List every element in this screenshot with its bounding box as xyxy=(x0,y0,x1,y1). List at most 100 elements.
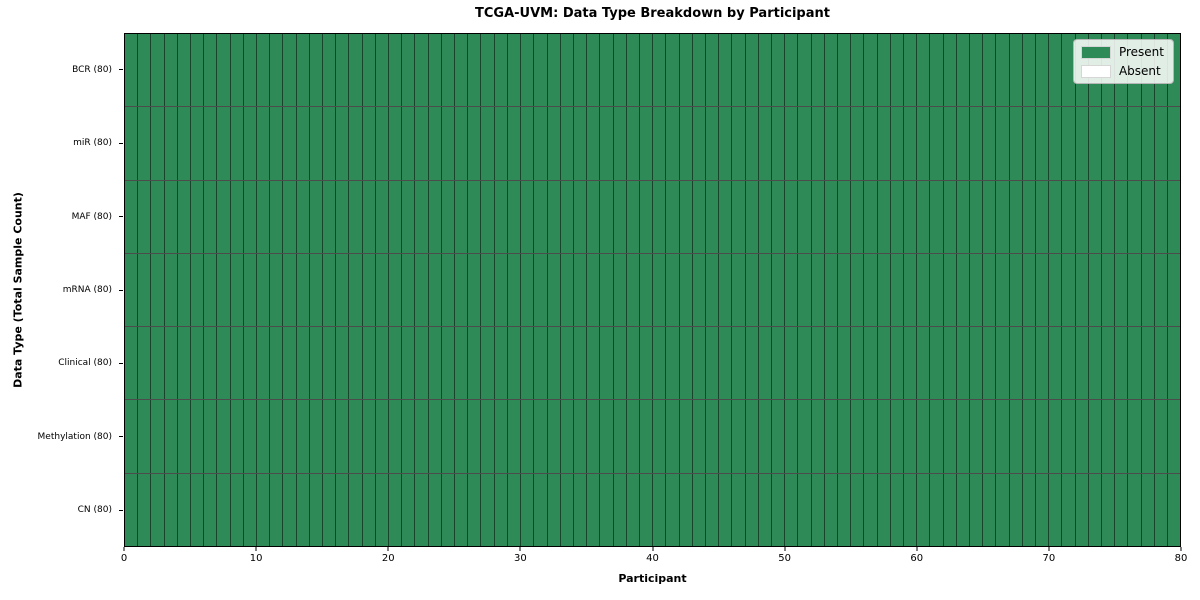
heatmap-cell xyxy=(771,400,786,473)
heatmap-cell xyxy=(877,107,891,180)
heatmap-cell xyxy=(639,400,654,473)
heatmap-cell xyxy=(600,253,614,327)
heatmap-cell xyxy=(903,473,918,546)
heatmap-cell xyxy=(996,180,1010,253)
heatmap-cell xyxy=(587,34,601,107)
heatmap-cell xyxy=(771,180,786,253)
heatmap-cell xyxy=(191,400,205,473)
heatmap-cell xyxy=(138,180,152,253)
heatmap-cell xyxy=(692,473,706,546)
heatmap-cell xyxy=(692,253,706,327)
heatmap-cell xyxy=(1049,473,1063,546)
heatmap-cell xyxy=(1102,253,1116,327)
heatmap-cell xyxy=(349,180,363,253)
heatmap-row-miR xyxy=(125,107,1181,181)
heatmap-cell xyxy=(1168,400,1181,473)
heatmap-cell xyxy=(613,180,627,253)
heatmap-cell xyxy=(243,180,258,253)
heatmap-cell xyxy=(837,34,852,107)
heatmap-cell xyxy=(639,327,654,400)
heatmap-cell xyxy=(204,180,218,253)
heatmap-cell xyxy=(1154,400,1169,473)
heatmap-cell xyxy=(1154,327,1169,400)
heatmap-cell xyxy=(494,400,508,473)
heatmap-cell xyxy=(653,327,667,400)
heatmap-cell xyxy=(521,107,535,180)
heatmap-cell xyxy=(560,473,574,546)
heatmap-cell xyxy=(455,400,469,473)
heatmap-cell xyxy=(125,253,139,327)
heatmap-cell xyxy=(309,107,324,180)
heatmap-cell xyxy=(257,327,271,400)
y-tick-label: mRNA (80) xyxy=(62,285,112,295)
heatmap-cell xyxy=(877,34,891,107)
y-tick-label: miR (80) xyxy=(73,138,112,149)
heatmap-cell xyxy=(877,180,891,253)
heatmap-cell xyxy=(1009,253,1023,327)
heatmap-cell xyxy=(758,327,772,400)
heatmap-cell xyxy=(1128,107,1142,180)
heatmap-cell xyxy=(785,34,799,107)
heatmap-cell xyxy=(323,400,337,473)
heatmap-cell xyxy=(917,327,931,400)
heatmap-cell xyxy=(494,107,508,180)
heatmap-cell xyxy=(679,107,693,180)
heatmap-cell xyxy=(296,180,310,253)
heatmap-cell xyxy=(1036,34,1050,107)
heatmap-cell xyxy=(626,253,640,327)
heatmap-cell xyxy=(138,107,152,180)
heatmap-cell xyxy=(679,253,693,327)
heatmap-cell xyxy=(798,34,812,107)
heatmap-cell xyxy=(283,400,297,473)
heatmap-cell xyxy=(560,400,574,473)
heatmap-cell xyxy=(441,253,456,327)
heatmap-cell xyxy=(837,400,852,473)
heatmap-cell xyxy=(375,180,390,253)
heatmap-cell xyxy=(573,327,588,400)
heatmap-cell xyxy=(243,400,258,473)
heatmap-cell xyxy=(626,473,640,546)
heatmap-cell xyxy=(177,180,192,253)
heatmap-cell xyxy=(1168,253,1181,327)
heatmap-cell xyxy=(230,327,244,400)
heatmap-cell xyxy=(613,473,627,546)
x-tick-label: 70 xyxy=(1042,553,1056,564)
heatmap-cell xyxy=(1154,253,1169,327)
heatmap-cell xyxy=(1141,253,1155,327)
heatmap-cell xyxy=(851,400,865,473)
heatmap-cell xyxy=(125,34,139,107)
heatmap-cell xyxy=(930,473,944,546)
heatmap-cell xyxy=(996,400,1010,473)
heatmap-cell xyxy=(771,253,786,327)
heatmap-cell xyxy=(864,107,878,180)
heatmap-cell xyxy=(666,107,680,180)
heatmap-cell xyxy=(402,400,416,473)
x-tick-mark xyxy=(387,547,389,551)
heatmap-cell xyxy=(1141,400,1155,473)
heatmap-cell xyxy=(956,34,970,107)
heatmap-cell xyxy=(191,107,205,180)
heatmap-cell xyxy=(481,180,495,253)
heatmap-cell xyxy=(177,107,192,180)
heatmap-cell xyxy=(1062,473,1076,546)
heatmap-cell xyxy=(455,180,469,253)
heatmap-cell xyxy=(138,34,152,107)
heatmap-cell xyxy=(507,473,522,546)
heatmap-cell xyxy=(177,34,192,107)
heatmap-cell xyxy=(1102,107,1116,180)
heatmap-cell xyxy=(507,180,522,253)
heatmap-cell xyxy=(230,253,244,327)
heatmap-cell xyxy=(151,253,165,327)
heatmap-cell xyxy=(521,400,535,473)
heatmap-cell xyxy=(428,473,442,546)
heatmap-cell xyxy=(613,34,627,107)
heatmap-cell xyxy=(758,34,772,107)
heatmap-cell xyxy=(217,34,231,107)
heatmap-cell xyxy=(151,107,165,180)
heatmap-cell xyxy=(534,253,548,327)
heatmap-cell xyxy=(1036,253,1050,327)
heatmap-cell xyxy=(851,107,865,180)
heatmap-cell xyxy=(1115,253,1129,327)
heatmap-cell xyxy=(336,180,350,253)
heatmap-cell xyxy=(283,327,297,400)
